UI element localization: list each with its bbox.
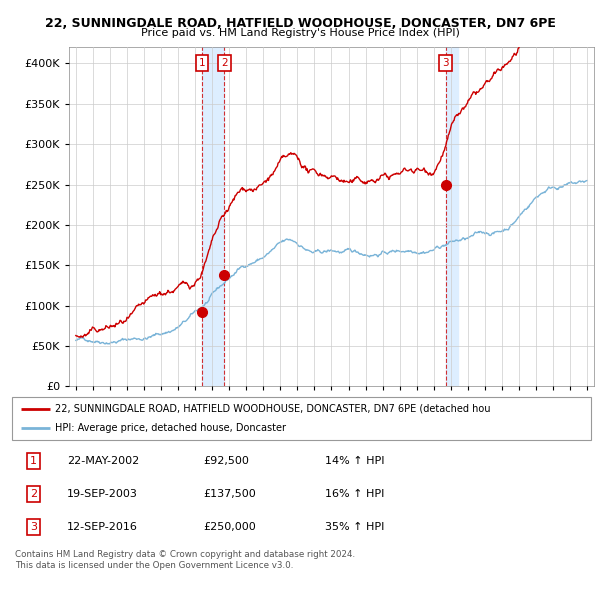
Text: 2: 2 bbox=[30, 489, 37, 499]
Text: £92,500: £92,500 bbox=[203, 456, 249, 466]
Text: Contains HM Land Registry data © Crown copyright and database right 2024.: Contains HM Land Registry data © Crown c… bbox=[15, 550, 355, 559]
Text: 19-SEP-2003: 19-SEP-2003 bbox=[67, 489, 138, 499]
Text: 3: 3 bbox=[442, 58, 449, 68]
Text: 1: 1 bbox=[199, 58, 205, 68]
Text: 35% ↑ HPI: 35% ↑ HPI bbox=[325, 522, 384, 532]
Text: 16% ↑ HPI: 16% ↑ HPI bbox=[325, 489, 384, 499]
Text: £250,000: £250,000 bbox=[203, 522, 256, 532]
Text: 3: 3 bbox=[30, 522, 37, 532]
Text: 12-SEP-2016: 12-SEP-2016 bbox=[67, 522, 138, 532]
Text: HPI: Average price, detached house, Doncaster: HPI: Average price, detached house, Donc… bbox=[55, 423, 286, 433]
Text: 22-MAY-2002: 22-MAY-2002 bbox=[67, 456, 139, 466]
Bar bbox=[202, 47, 224, 386]
Text: Price paid vs. HM Land Registry's House Price Index (HPI): Price paid vs. HM Land Registry's House … bbox=[140, 28, 460, 38]
Text: 2: 2 bbox=[221, 58, 228, 68]
FancyBboxPatch shape bbox=[12, 397, 591, 440]
Text: 1: 1 bbox=[30, 456, 37, 466]
Bar bbox=[446, 47, 458, 386]
Text: This data is licensed under the Open Government Licence v3.0.: This data is licensed under the Open Gov… bbox=[15, 560, 293, 569]
Text: £137,500: £137,500 bbox=[203, 489, 256, 499]
Text: 14% ↑ HPI: 14% ↑ HPI bbox=[325, 456, 384, 466]
Text: 22, SUNNINGDALE ROAD, HATFIELD WOODHOUSE, DONCASTER, DN7 6PE (detached hou: 22, SUNNINGDALE ROAD, HATFIELD WOODHOUSE… bbox=[55, 404, 491, 414]
Text: 22, SUNNINGDALE ROAD, HATFIELD WOODHOUSE, DONCASTER, DN7 6PE: 22, SUNNINGDALE ROAD, HATFIELD WOODHOUSE… bbox=[44, 17, 556, 30]
